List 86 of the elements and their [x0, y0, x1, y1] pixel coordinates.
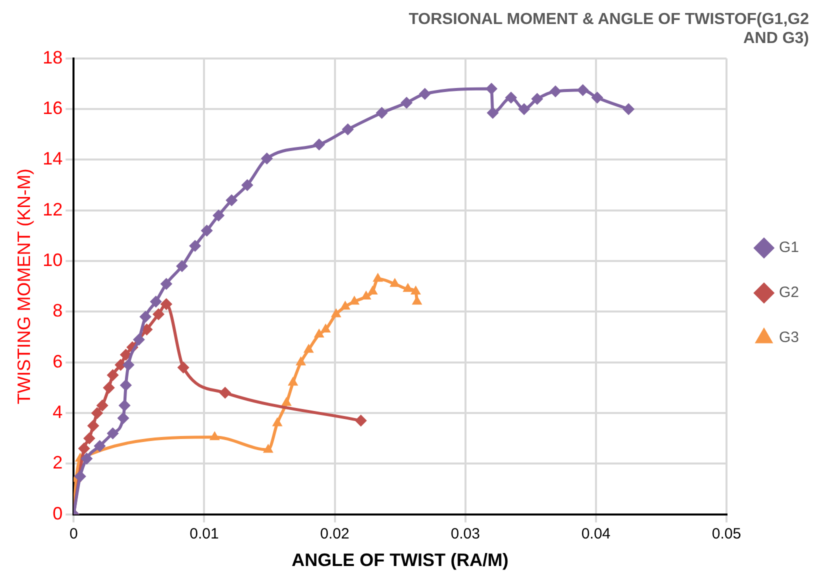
x-tick-label: 0.03: [450, 526, 480, 543]
point: [518, 103, 530, 116]
point: [485, 82, 498, 95]
point: [176, 260, 188, 272]
point: [303, 344, 314, 353]
point: [152, 308, 164, 320]
legend-label: G3: [778, 329, 800, 346]
y-tick-label: 8: [52, 300, 63, 321]
y-tick-label: 4: [52, 402, 63, 422]
point: [241, 179, 254, 192]
y-tick-label: 16: [42, 98, 63, 118]
point: [376, 106, 388, 119]
point: [576, 84, 589, 96]
point: [296, 356, 306, 366]
x-tick-label: 0.02: [320, 526, 350, 543]
y-axis-title: TWISTING MOMENT (KN-M): [14, 168, 34, 404]
point: [91, 407, 104, 420]
point: [288, 376, 298, 386]
point: [410, 285, 421, 294]
point: [313, 138, 326, 151]
x-tick-label: 0: [69, 526, 78, 543]
point: [505, 92, 518, 104]
point: [402, 282, 414, 292]
point: [74, 470, 86, 482]
point: [96, 399, 108, 412]
point: [94, 440, 106, 452]
point: [412, 296, 422, 305]
legend-label: G2: [778, 284, 800, 302]
point: [120, 379, 132, 392]
point: [200, 224, 213, 237]
y-tick-label: 14: [42, 148, 63, 169]
x-tick-label: 0.01: [190, 526, 219, 543]
point: [260, 152, 273, 164]
point: [622, 103, 635, 116]
y-tick-label: 18: [42, 47, 63, 68]
point: [160, 298, 172, 310]
point: [591, 92, 604, 104]
point: [314, 328, 324, 338]
point: [209, 431, 220, 440]
point: [272, 417, 283, 426]
point: [150, 296, 162, 308]
point: [372, 272, 384, 282]
point: [320, 323, 331, 332]
point: [418, 88, 431, 100]
point: [212, 209, 225, 222]
point: [342, 123, 354, 136]
point: [117, 412, 130, 424]
y-tick-label: 12: [42, 199, 63, 220]
point: [531, 92, 544, 105]
point: [160, 278, 172, 290]
x-axis-title: ANGLE OF TWIST (RA/M): [292, 550, 509, 570]
point: [106, 369, 119, 382]
y-tick-label: 10: [42, 250, 63, 270]
y-tick-label: 2: [52, 452, 63, 473]
point: [118, 399, 131, 412]
point: [87, 420, 100, 432]
point: [354, 414, 367, 427]
point: [78, 442, 90, 455]
x-tick-label: 0.05: [712, 526, 742, 543]
point: [549, 85, 562, 98]
point: [281, 396, 292, 406]
point: [330, 308, 342, 318]
point: [349, 296, 360, 305]
point: [106, 427, 119, 440]
point: [120, 348, 132, 361]
legend-label: G1: [778, 239, 800, 256]
point: [122, 358, 134, 371]
chart-title: TORSIONAL MOMENT & ANGLE OF TWISTOF(G1,G2 AND G3): [408, 11, 810, 48]
point: [262, 444, 274, 453]
point: [139, 310, 152, 323]
point: [486, 106, 499, 119]
point: [219, 386, 232, 399]
point: [189, 240, 202, 252]
x-tick-label: 0.04: [581, 526, 611, 543]
point: [177, 361, 190, 374]
point: [340, 300, 350, 310]
point: [367, 285, 378, 294]
point: [226, 194, 238, 206]
point: [102, 382, 115, 394]
point: [400, 96, 413, 109]
point: [132, 334, 145, 346]
y-tick-label: 0: [52, 503, 63, 524]
point: [83, 432, 96, 444]
point: [360, 290, 372, 300]
y-tick-label: 6: [52, 351, 63, 372]
point: [80, 452, 93, 465]
